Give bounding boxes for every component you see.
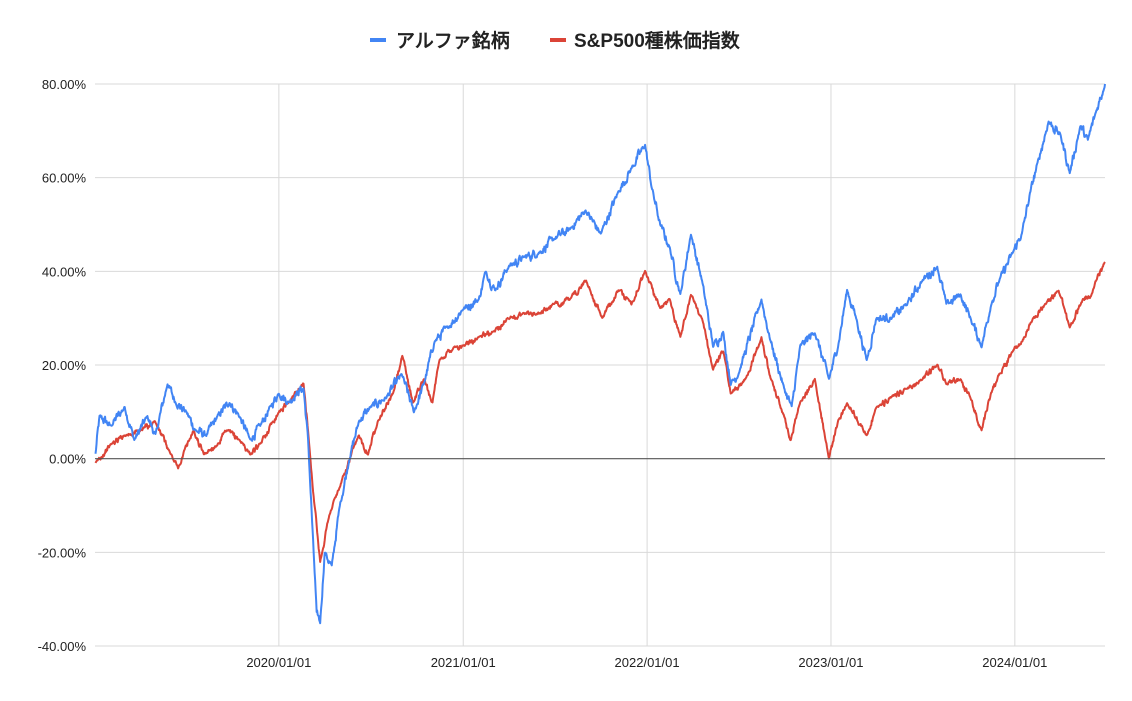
y-tick-label: 0.00% [49,452,86,467]
legend-swatch-alpha [370,38,386,42]
legend-label-sp500: S&P500種株価指数 [574,29,741,52]
x-tick-label: 2023/01/01 [798,655,863,670]
y-tick-label: -20.00% [38,545,87,560]
x-tick-label: 2021/01/01 [431,655,496,670]
x-axis-ticks: 2020/01/01 2021/01/01 2022/01/01 2023/01/01… [246,655,1047,670]
y-tick-label: -40.00% [38,639,87,654]
x-tick-label: 2024/01/01 [982,655,1047,670]
legend-label-alpha: アルファ銘柄 [396,29,510,52]
legend: アルファ銘柄 S&P500種株価指数 [370,29,741,52]
x-tick-label: 2022/01/01 [615,655,680,670]
y-tick-label: 60.00% [42,171,87,186]
series-line-alpha [94,83,1106,625]
gridlines [95,83,1105,647]
y-tick-label: 80.00% [42,77,87,92]
series-line-sp500 [94,261,1106,563]
x-tick-label: 2020/01/01 [246,655,311,670]
y-axis-ticks: 80.00% 60.00% 40.00% 20.00% 0.00% -20.00% -40.… [38,77,87,654]
y-tick-label: 20.00% [42,358,87,373]
legend-swatch-sp500 [550,38,566,42]
y-tick-label: 40.00% [42,264,87,279]
series-layer [94,83,1106,625]
